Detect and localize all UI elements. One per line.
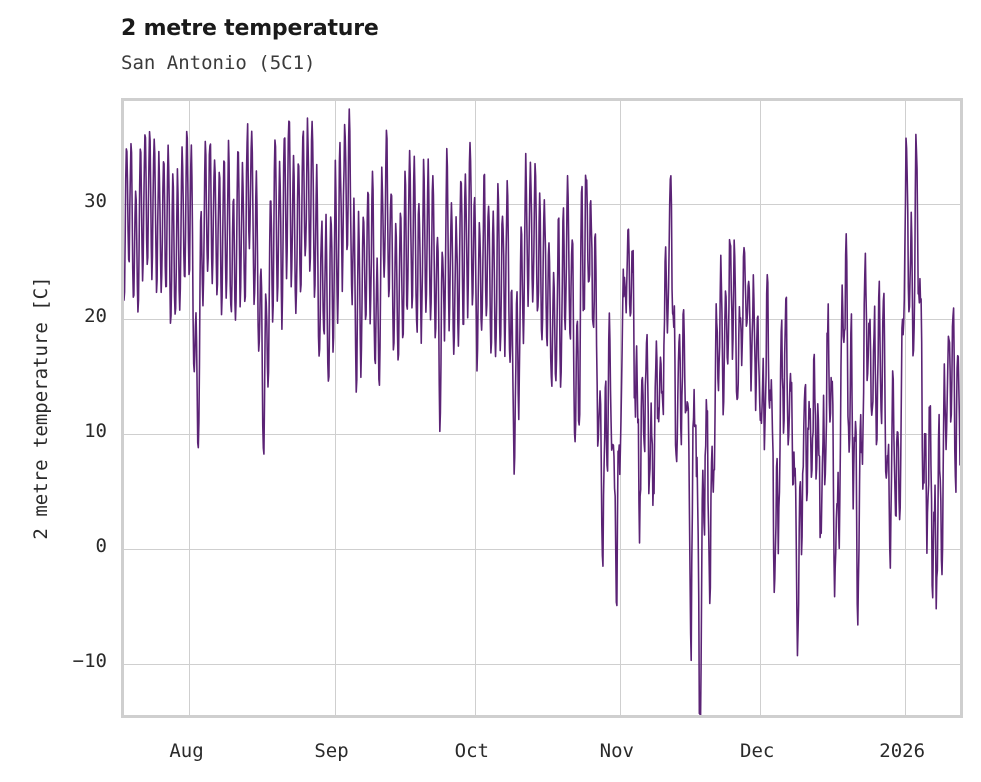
temperature-line: [124, 108, 960, 715]
plot-area: [121, 98, 963, 718]
y-axis-tick: 10: [84, 419, 107, 442]
gridline-vertical: [189, 101, 191, 715]
x-axis-tick: Nov: [599, 740, 634, 762]
x-axis-tick: 2026: [879, 740, 926, 762]
x-axis-tick: Aug: [169, 740, 204, 762]
gridline-horizontal: [124, 204, 960, 206]
y-axis-tick: 0: [95, 534, 107, 557]
gridline-vertical: [334, 101, 336, 715]
gridline-vertical: [905, 101, 907, 715]
gridline-horizontal: [124, 548, 960, 550]
x-axis-tick: Oct: [454, 740, 489, 762]
page-title: 2 metre temperature: [121, 16, 379, 41]
chart-subtitle: San Antonio (5C1): [121, 52, 316, 74]
y-axis-tick: 20: [84, 305, 107, 328]
gridline-horizontal: [124, 663, 960, 665]
y-axis-tick: −10: [72, 649, 107, 672]
x-axis-tick: Sep: [314, 740, 349, 762]
temperature-series: [124, 108, 960, 715]
x-axis-tick: Dec: [740, 740, 775, 762]
y-axis-tick: 30: [84, 190, 107, 213]
gridline-vertical: [474, 101, 476, 715]
gridline-horizontal: [124, 433, 960, 435]
gridline-vertical: [619, 101, 621, 715]
